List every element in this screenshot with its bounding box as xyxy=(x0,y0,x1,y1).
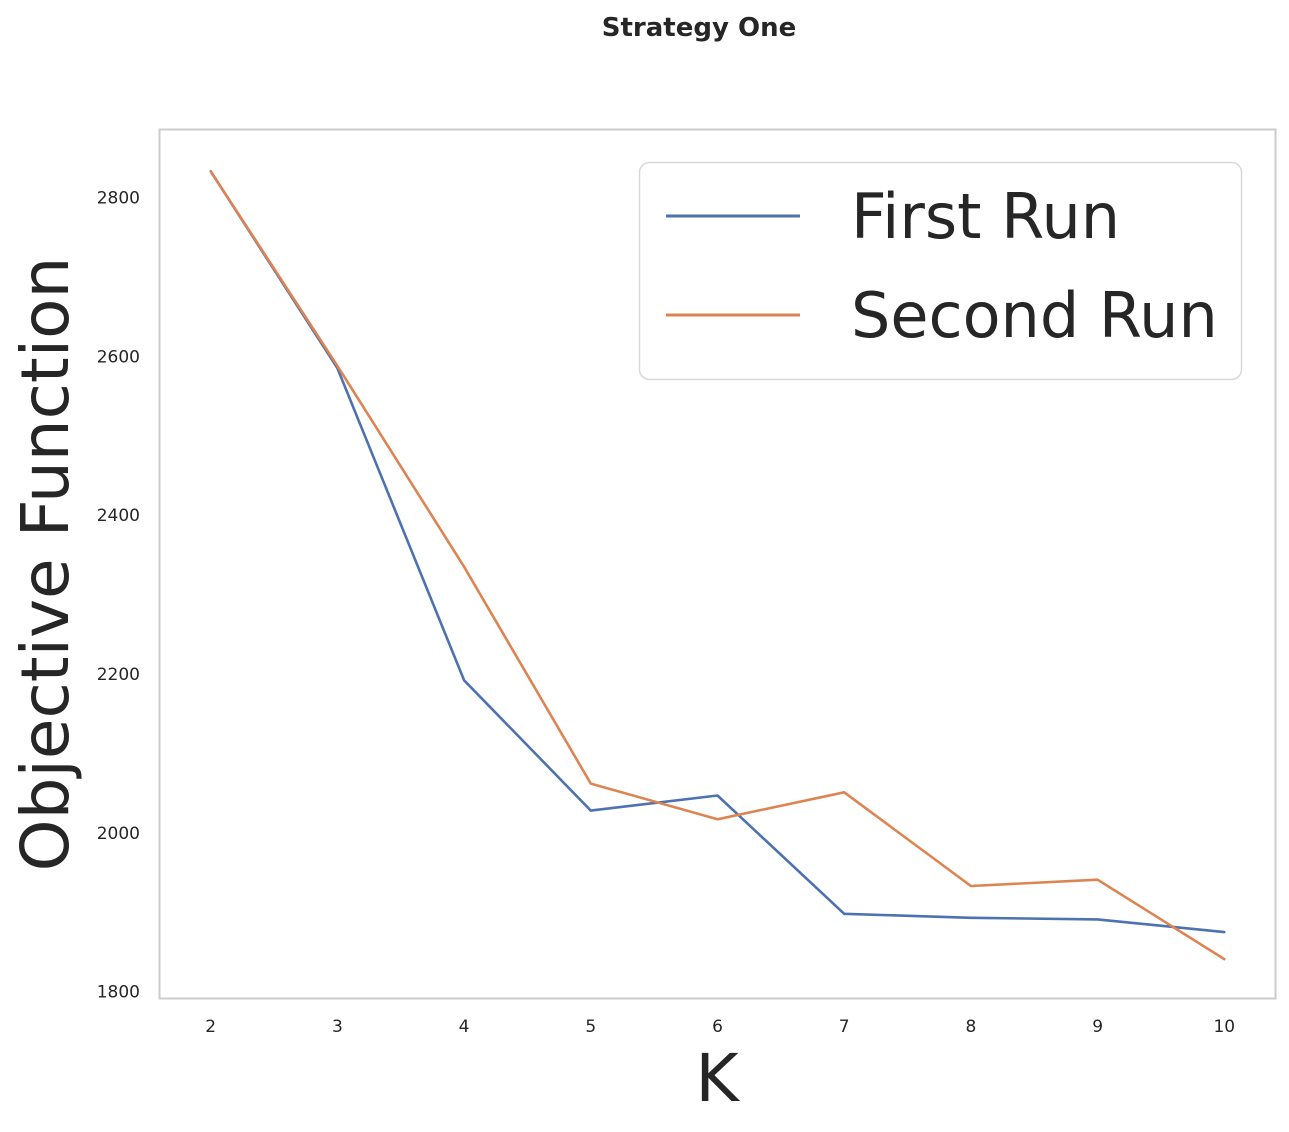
y-axis-ticks: 1800 2000 2200 2400 2600 2800 xyxy=(97,189,140,1003)
legend: First Run Second Run xyxy=(638,161,1243,381)
y-tick-label: 2200 xyxy=(97,665,140,685)
y-tick-label: 1800 xyxy=(97,983,140,1003)
x-tick-label: 8 xyxy=(965,1017,976,1037)
series-layer xyxy=(209,170,1226,961)
legend-label-2: Second Run xyxy=(851,279,1218,352)
chart-title: Strategy One xyxy=(602,13,796,43)
x-tick-label: 9 xyxy=(1092,1017,1103,1037)
x-tick-label: 6 xyxy=(712,1017,723,1037)
series-line-1 xyxy=(209,170,1226,934)
legend-label-1: First Run xyxy=(851,180,1120,253)
x-tick-label: 10 xyxy=(1213,1017,1235,1037)
y-axis-label: Objective Function xyxy=(7,257,84,872)
x-tick-label: 7 xyxy=(839,1017,850,1037)
y-tick-label: 2000 xyxy=(97,824,140,844)
y-tick-label: 2400 xyxy=(97,506,140,526)
series-line-2 xyxy=(209,170,1226,961)
x-axis-ticks: 2 3 4 5 6 7 8 9 10 xyxy=(205,1017,1235,1037)
y-tick-label: 2600 xyxy=(97,347,140,367)
x-tick-label: 5 xyxy=(585,1017,596,1037)
x-tick-label: 4 xyxy=(459,1017,470,1037)
x-axis-label: K xyxy=(695,1040,740,1117)
x-tick-label: 3 xyxy=(332,1017,343,1037)
x-tick-label: 2 xyxy=(205,1017,216,1037)
y-tick-label: 2800 xyxy=(97,189,140,209)
